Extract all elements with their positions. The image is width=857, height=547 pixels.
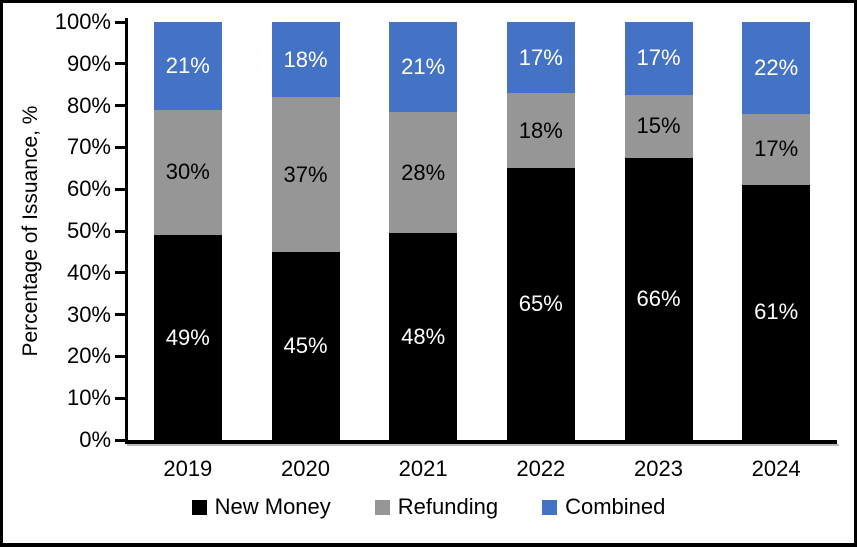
bar-value-label: 22% — [754, 54, 799, 80]
x-axis-underline — [127, 444, 839, 446]
y-axis-tick — [115, 354, 125, 358]
bar-value-label: 30% — [165, 159, 210, 185]
y-axis-tick-label: 10% — [66, 385, 111, 411]
bar-value-label: 21% — [401, 54, 446, 80]
bar-value-label: 37% — [283, 161, 328, 187]
bar-segment-refunding: 17% — [742, 113, 811, 185]
bar-segment-new-money: 66% — [624, 158, 693, 440]
legend-item-new-money: New Money — [191, 494, 331, 520]
legend-label: Combined — [565, 494, 666, 519]
y-axis-tick — [115, 271, 125, 275]
x-axis-label-2022: 2022 — [516, 456, 566, 481]
y-axis-line — [125, 18, 128, 444]
bar-segment-combined: 21% — [153, 22, 222, 110]
y-axis-tick — [115, 313, 125, 317]
bar-segment-new-money: 65% — [506, 168, 575, 440]
legend-swatch-combined — [542, 499, 558, 515]
x-axis-label-2024: 2024 — [751, 456, 801, 481]
bar-segment-combined: 17% — [506, 22, 575, 94]
bar-segment-refunding: 30% — [153, 109, 222, 236]
bar-value-label: 48% — [401, 323, 446, 349]
bar-group-2020: 18% 37% 45% — [271, 22, 340, 440]
bar-value-label: 66% — [636, 286, 681, 312]
bar-segment-new-money: 48% — [389, 233, 458, 440]
bar-group-2021: 21% 28% 48% — [389, 22, 458, 440]
bar-value-label: 45% — [283, 332, 328, 358]
bar-value-label: 61% — [754, 299, 799, 325]
y-axis-tick-label: 70% — [66, 134, 111, 160]
bar-group-2024: 22% 17% 61% — [742, 22, 811, 440]
bar-segment-combined: 22% — [742, 22, 811, 114]
y-axis-tick-label: 40% — [66, 259, 111, 285]
y-axis-tick — [115, 104, 125, 108]
bar-value-label: 21% — [165, 52, 210, 78]
bar-segment-combined: 21% — [389, 22, 458, 113]
y-axis-tick — [115, 229, 125, 233]
bar-value-label: 49% — [165, 324, 210, 350]
bar-segment-combined: 18% — [271, 22, 340, 98]
bar-segment-new-money: 45% — [271, 251, 340, 440]
bar-value-label: 17% — [518, 44, 563, 70]
bar-value-label: 15% — [636, 113, 681, 139]
y-axis-tick — [115, 145, 125, 149]
bar-segment-refunding: 28% — [389, 112, 458, 234]
bar-value-label: 17% — [754, 136, 799, 162]
y-axis-tick — [115, 438, 125, 442]
legend: New Money Refunding Combined — [3, 494, 854, 520]
y-axis-tick-label: 90% — [66, 50, 111, 76]
legend-item-combined: Combined — [542, 494, 665, 520]
bar-segment-new-money: 49% — [153, 235, 222, 440]
legend-item-refunding: Refunding — [374, 494, 499, 520]
legend-swatch-refunding — [374, 499, 390, 515]
y-axis-tick-label: 50% — [66, 218, 111, 243]
bar-value-label: 18% — [518, 117, 563, 143]
bar-value-label: 65% — [518, 291, 563, 317]
plot-area: 21% 30% 49% 18% 37% 45% 21% 28% 48% 17% 18% 65% 17% 1… — [129, 22, 835, 440]
x-axis-label-2021: 2021 — [398, 456, 448, 481]
bar-value-label: 28% — [401, 159, 446, 185]
bar-group-2023: 17% 15% 66% — [624, 22, 693, 440]
bar-value-label: 17% — [636, 45, 681, 71]
x-axis-label-2020: 2020 — [281, 456, 330, 481]
bar-group-2019: 21% 30% 49% — [153, 22, 222, 440]
bar-segment-combined: 17% — [624, 22, 693, 95]
y-axis-tick — [115, 20, 125, 24]
x-axis-label-2023: 2023 — [634, 456, 683, 481]
x-axis-label-2019: 2019 — [163, 456, 213, 481]
bar-group-2022: 17% 18% 65% — [506, 22, 575, 440]
y-axis-tick-label: 60% — [66, 176, 111, 202]
y-axis-tick-label: 100% — [54, 9, 111, 34]
bar-value-label: 18% — [283, 46, 328, 72]
y-axis-tick — [115, 187, 125, 191]
legend-swatch-new-money — [191, 499, 207, 515]
y-axis-tick — [115, 396, 125, 400]
y-axis-tick-label: 20% — [66, 343, 111, 369]
bar-segment-refunding: 15% — [624, 94, 693, 159]
bar-segment-refunding: 18% — [506, 93, 575, 169]
x-axis-line — [125, 440, 837, 444]
bar-segment-new-money: 61% — [742, 185, 811, 440]
legend-label: Refunding — [397, 494, 499, 519]
y-axis-tick — [115, 62, 125, 66]
y-axis-tick-label: 0% — [79, 427, 111, 452]
bar-segment-refunding: 37% — [271, 97, 340, 252]
legend-label: New Money — [214, 494, 331, 519]
y-axis-tick-label: 30% — [66, 301, 111, 327]
y-axis-tick-label: 80% — [66, 92, 111, 118]
